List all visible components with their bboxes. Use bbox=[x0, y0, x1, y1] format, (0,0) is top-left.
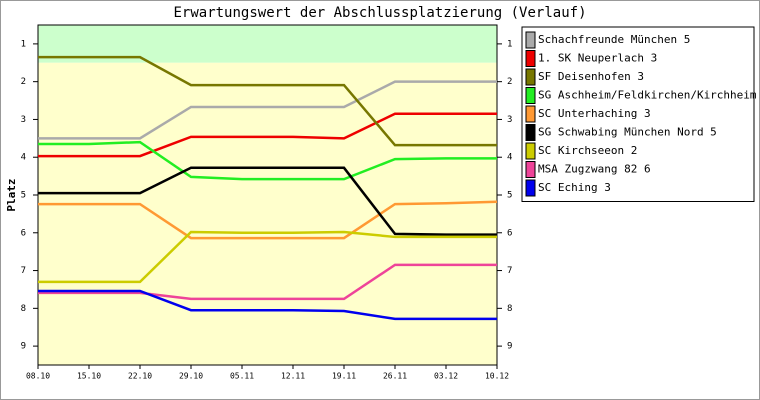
y-tick-label: 4 bbox=[21, 153, 26, 163]
legend-label: SC Unterhaching 3 bbox=[538, 107, 651, 120]
y-tick-label-right: 7 bbox=[507, 266, 512, 276]
y-tick-label-right: 8 bbox=[507, 304, 512, 314]
legend-label: SG Aschheim/Feldkirchen/Kirchheim 6 bbox=[538, 89, 760, 102]
plot-frame bbox=[37, 24, 498, 366]
y-tick-label-right: 6 bbox=[507, 228, 512, 238]
y-tick-label-right: 2 bbox=[507, 77, 512, 87]
y-axis-label: Platz bbox=[5, 178, 18, 211]
legend-swatch bbox=[525, 50, 536, 67]
y-tick-label: 6 bbox=[21, 228, 26, 238]
legend-swatch bbox=[525, 68, 536, 86]
y-tick-label-right: 3 bbox=[507, 115, 512, 125]
x-tick-label: 10.12 bbox=[485, 372, 509, 381]
x-tick-label: 05.11 bbox=[230, 372, 254, 381]
series-line bbox=[38, 112, 497, 158]
chart-title: Erwartungswert der Abschlussplatzierung … bbox=[173, 5, 586, 21]
y-tick-label: 1 bbox=[21, 39, 26, 49]
series-line bbox=[38, 166, 497, 236]
series-line bbox=[38, 80, 497, 140]
legend-label: 1. SK Neuperlach 3 bbox=[538, 52, 657, 65]
y-tick-label: 8 bbox=[21, 304, 26, 314]
series-line bbox=[38, 200, 498, 240]
legend-label: SC Kirchseeon 2 bbox=[538, 144, 637, 157]
legend-label: SF Deisenhofen 3 bbox=[538, 70, 644, 83]
y-tick-label: 9 bbox=[21, 342, 26, 352]
y-tick-label: 2 bbox=[21, 77, 26, 87]
x-tick-label: 29.10 bbox=[179, 372, 203, 381]
series-line bbox=[38, 289, 497, 321]
legend-box bbox=[521, 26, 755, 202]
legend-swatch bbox=[525, 31, 536, 49]
y-tick-label: 7 bbox=[21, 266, 26, 276]
x-tick-label: 08.10 bbox=[26, 372, 50, 381]
legend-label: MSA Zugzwang 82 6 bbox=[538, 163, 651, 176]
series-line bbox=[38, 230, 497, 284]
x-tick-label: 22.10 bbox=[128, 372, 152, 381]
legend-swatch bbox=[525, 105, 536, 123]
y-tick-label-right: 4 bbox=[507, 153, 512, 163]
y-tick-label-right: 9 bbox=[507, 342, 512, 352]
y-tick-label-right: 5 bbox=[507, 191, 512, 201]
x-tick-label: 26.11 bbox=[383, 372, 407, 381]
x-tick-label: 03.12 bbox=[434, 372, 458, 381]
series-line bbox=[38, 55, 497, 147]
legend-label: SG Schwabing München Nord 5 bbox=[538, 126, 717, 139]
x-tick-label: 19.11 bbox=[332, 372, 356, 381]
legend-swatch bbox=[525, 161, 536, 178]
y-tick-label-right: 1 bbox=[507, 39, 512, 49]
legend-label: SC Eching 3 bbox=[538, 181, 611, 194]
x-tick-label: 15.10 bbox=[77, 372, 101, 381]
legend-swatch bbox=[525, 87, 536, 104]
legend-label: Schachfreunde München 5 bbox=[538, 33, 690, 46]
series-line bbox=[38, 140, 497, 181]
series-line bbox=[38, 263, 497, 301]
legend-swatch bbox=[525, 124, 536, 141]
legend-swatch bbox=[525, 179, 536, 197]
legend-swatch bbox=[525, 142, 536, 160]
y-tick-label: 3 bbox=[21, 115, 26, 125]
y-tick-label: 5 bbox=[21, 191, 26, 201]
x-tick-label: 12.11 bbox=[281, 372, 305, 381]
